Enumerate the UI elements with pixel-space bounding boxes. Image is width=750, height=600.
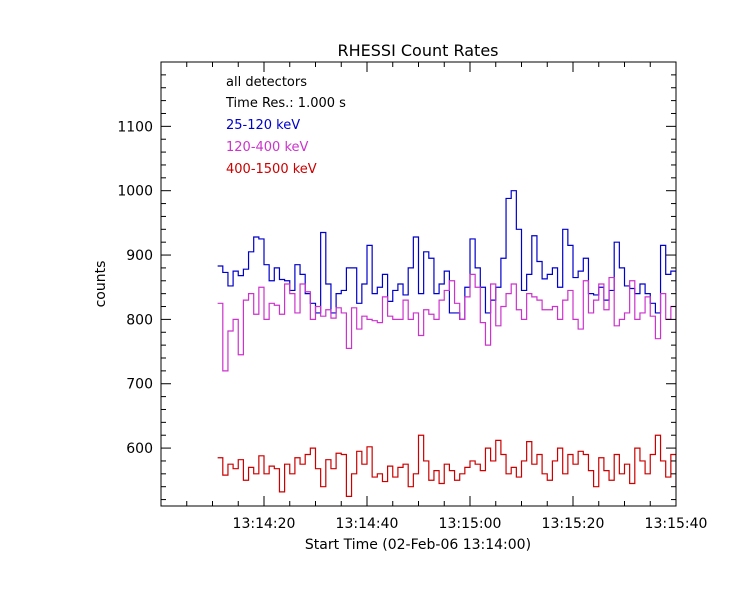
series-line-25-120-kev bbox=[217, 190, 676, 320]
series-line-400-1500-kev bbox=[217, 434, 676, 497]
y-tick-label: 1000 bbox=[117, 184, 153, 200]
x-axis-label: Start Time (02-Feb-06 13:14:00) bbox=[305, 537, 531, 553]
legend-entry-120-400-kev: 120-400 keV bbox=[226, 140, 309, 155]
series-line-120-400-kev bbox=[217, 273, 676, 372]
y-axis-label: counts bbox=[93, 261, 109, 308]
chart-title: RHESSI Count Rates bbox=[338, 41, 499, 60]
annotation-time-resolution: Time Res.: 1.000 s bbox=[225, 96, 346, 111]
x-tick-label: 13:15:20 bbox=[542, 516, 605, 532]
x-tick-label: 13:15:00 bbox=[439, 516, 502, 532]
y-tick-label: 600 bbox=[126, 441, 153, 457]
y-tick-label: 1100 bbox=[117, 119, 153, 135]
y-tick-label: 800 bbox=[126, 312, 153, 328]
legend-entry-25-120-kev: 25-120 keV bbox=[226, 118, 300, 133]
x-tick-label: 13:15:40 bbox=[645, 516, 708, 532]
tick-layer: 13:14:20 13:14:40 13:15:00 13:15:20 13:15:40… bbox=[117, 61, 708, 532]
series-layer bbox=[217, 190, 676, 497]
annotation-detectors: all detectors bbox=[226, 75, 307, 90]
y-tick-label: 900 bbox=[126, 248, 153, 264]
legend: all detectors Time Res.: 1.000 s 25-120 … bbox=[225, 75, 346, 177]
legend-entry-400-1500-kev: 400-1500 keV bbox=[226, 162, 317, 177]
y-tick-label: 700 bbox=[126, 377, 153, 393]
x-tick-label: 13:14:40 bbox=[336, 516, 399, 532]
x-tick-label: 13:14:20 bbox=[233, 516, 296, 532]
